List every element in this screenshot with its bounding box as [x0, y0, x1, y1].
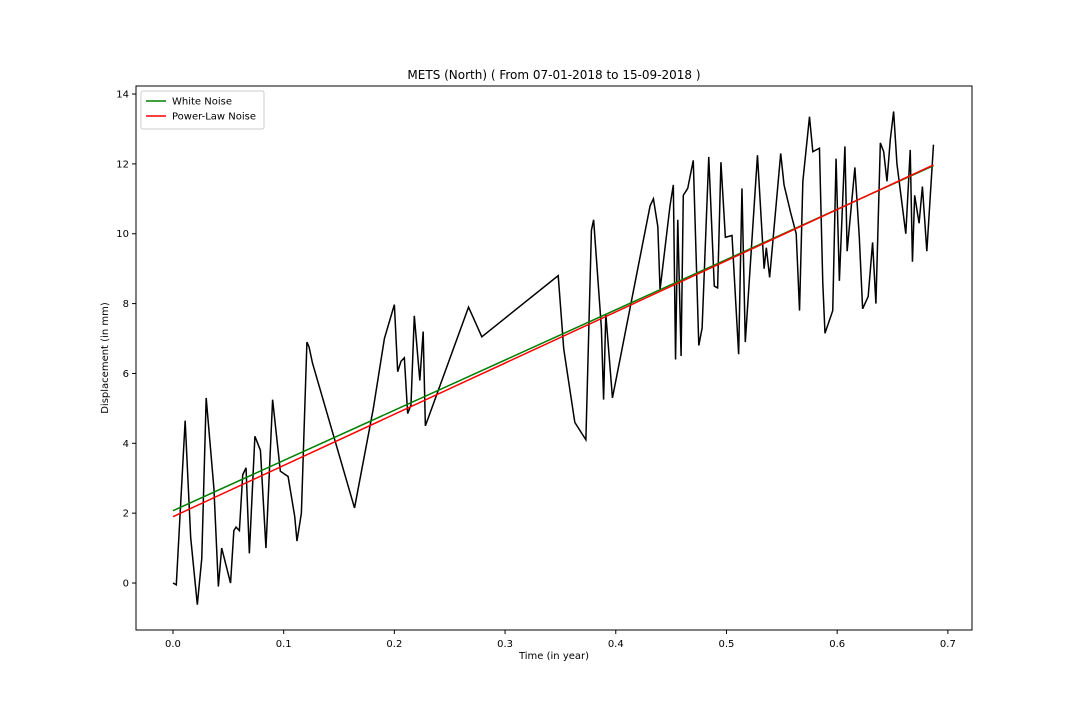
legend-box — [140, 90, 265, 130]
y-tick-label: 14 — [116, 90, 129, 101]
legend-label: Power-Law Noise — [172, 112, 256, 123]
x-tick-label: 0.2 — [386, 639, 402, 650]
x-tick-label: 0.6 — [829, 639, 845, 650]
x-tick-label: 0.7 — [940, 639, 956, 650]
y-axis-label: Displacement (in mm) — [100, 302, 111, 414]
x-tick-label: 0.5 — [719, 639, 735, 650]
data-line — [172, 164, 934, 518]
y-tick-label: 10 — [116, 229, 129, 240]
x-tick-label: 0.0 — [165, 639, 181, 650]
x-tick-label: 0.4 — [608, 639, 624, 650]
y-tick-label: 4 — [123, 439, 129, 450]
legend-label: White Noise — [172, 97, 232, 108]
x-axis-label: Time (in year) — [518, 651, 589, 662]
x-tick-label: 0.1 — [276, 639, 292, 650]
y-tick-label: 6 — [123, 369, 129, 380]
x-tick-label: 0.3 — [497, 639, 513, 650]
chart-title: METS (North) ( From 07-01-2018 to 15-09-… — [407, 68, 700, 82]
y-tick-label: 12 — [116, 159, 129, 170]
y-tick-label: 2 — [123, 509, 129, 520]
data-line — [172, 111, 935, 605]
y-tick-label: 8 — [123, 299, 129, 310]
y-tick-label: 0 — [123, 579, 129, 590]
plot-frame — [135, 85, 973, 631]
